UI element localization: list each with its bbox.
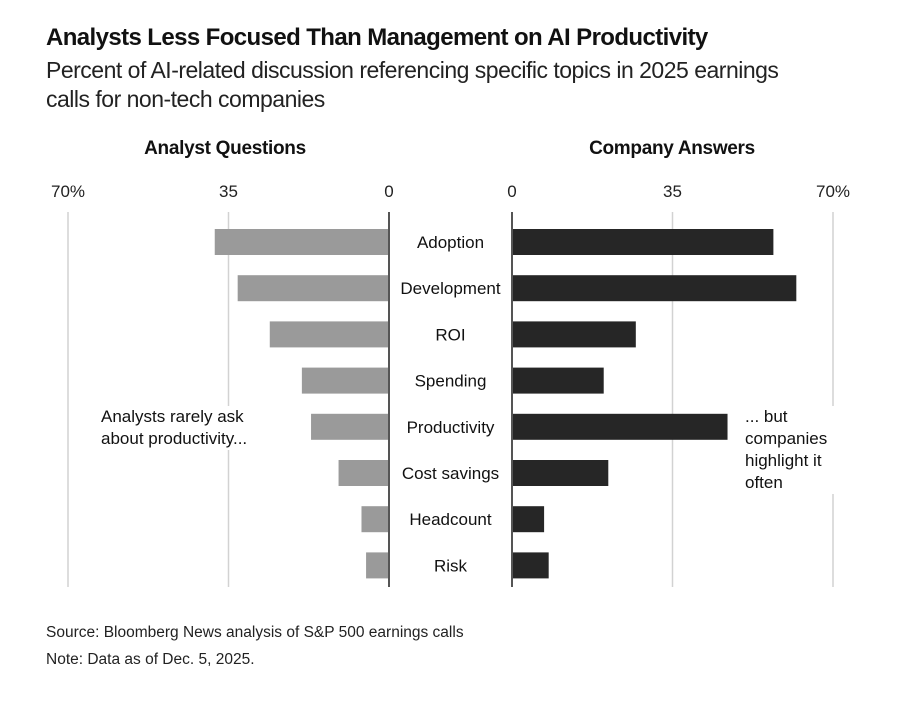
bar-analyst-headcount — [361, 506, 389, 533]
bar-analyst-adoption — [214, 229, 389, 255]
bar-company-adoption — [512, 229, 774, 255]
category-label-roi: ROI — [435, 325, 465, 344]
panel-title-company-answers: Company Answers — [589, 138, 755, 159]
category-label-risk: Risk — [434, 556, 468, 575]
bar-company-productivity — [512, 413, 728, 440]
category-label-productivity: Productivity — [407, 418, 495, 437]
chart-title: Analysts Less Focused Than Management on… — [46, 24, 708, 51]
bar-analyst-roi — [269, 321, 389, 348]
category-label-spending: Spending — [415, 372, 487, 391]
tick-label-left-70: 70% — [51, 182, 85, 201]
source-note: Source: Bloomberg News analysis of S&P 5… — [46, 624, 464, 641]
bar-company-roi — [512, 321, 636, 348]
category-label-headcount: Headcount — [409, 510, 492, 529]
tick-label-left-0: 0 — [384, 182, 393, 201]
bar-analyst-productivity — [311, 413, 389, 440]
bar-analyst-spending — [301, 367, 389, 394]
bar-analyst-risk — [366, 552, 389, 579]
tick-label-right-70: 70% — [816, 182, 850, 201]
bar-company-development — [512, 275, 797, 302]
bar-company-cost-savings — [512, 460, 609, 486]
bar-company-spending — [512, 367, 604, 394]
bar-analyst-cost-savings — [338, 460, 389, 486]
tick-label-right-0: 0 — [507, 182, 516, 201]
tick-label-left-35: 35 — [219, 182, 238, 201]
annotation-companies: ... but companies highlight it often — [745, 406, 850, 494]
bar-company-headcount — [512, 506, 545, 533]
tick-label-right-35: 35 — [663, 182, 682, 201]
category-label-development: Development — [400, 279, 500, 298]
bar-analyst-development — [237, 275, 389, 302]
category-label-cost-savings: Cost savings — [402, 464, 499, 483]
annotation-companies-text: ... but companies highlight it often — [745, 407, 828, 492]
chart-subtitle: Percent of AI-related discussion referen… — [46, 57, 779, 112]
annotation-analysts-text: Analysts rarely ask about productivity..… — [101, 407, 248, 448]
data-note: Note: Data as of Dec. 5, 2025. — [46, 651, 255, 668]
panel-title-analyst-questions: Analyst Questions — [144, 138, 306, 159]
annotation-analysts: Analysts rarely ask about productivity..… — [101, 406, 276, 450]
category-label-adoption: Adoption — [417, 233, 484, 252]
bar-company-risk — [512, 552, 549, 579]
